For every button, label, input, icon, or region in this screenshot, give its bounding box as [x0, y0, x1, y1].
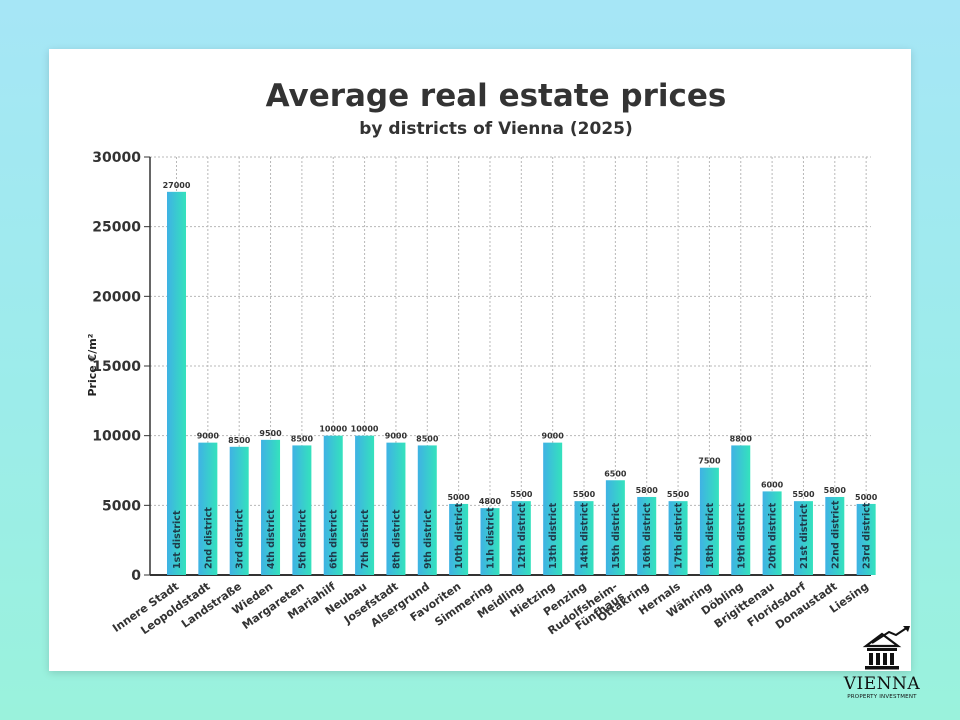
vienna-logo: VIENNA PROPERTY INVESTMENT [834, 624, 930, 704]
bar-value-label: 10000 [319, 425, 347, 434]
bar-value-label: 27000 [163, 181, 191, 190]
bar-district-label: 17th district [674, 502, 685, 569]
bar [417, 445, 437, 575]
bar-value-label: 4800 [479, 497, 502, 506]
bar [762, 491, 782, 575]
bar-district-label: 19th district [736, 502, 747, 569]
bar [574, 501, 594, 575]
bar [386, 442, 406, 575]
bar-value-label: 7500 [698, 457, 721, 466]
bar-value-label: 8500 [416, 434, 439, 443]
bar [637, 496, 657, 575]
bar [198, 442, 218, 575]
bar-district-label: 8th district [391, 509, 402, 569]
bar [825, 496, 845, 575]
bar-value-label: 6000 [761, 480, 784, 489]
bar [292, 445, 312, 575]
y-axis-label: Price €/m² [86, 333, 99, 396]
bar-value-label: 9000 [542, 432, 565, 441]
bar-district-label: 2nd district [203, 507, 214, 569]
bar-district-label: 10th district [454, 502, 465, 569]
bar [355, 435, 375, 575]
bar-district-label: 12th district [517, 502, 528, 569]
bar-value-label: 9500 [259, 429, 282, 438]
bar-district-label: 11h district [485, 507, 496, 569]
bar [605, 480, 625, 575]
bar-district-label: 7th district [360, 509, 371, 569]
bar-value-label: 8800 [730, 434, 753, 443]
bar-value-label: 6500 [604, 469, 627, 478]
bar [261, 439, 281, 575]
bar-value-label: 5500 [573, 490, 596, 499]
bar [480, 508, 500, 575]
bar [229, 446, 249, 575]
bar-district-label: 14th district [580, 502, 591, 569]
bar-value-label: 9000 [385, 432, 408, 441]
bar [323, 435, 343, 575]
brand-tagline: PROPERTY INVESTMENT [847, 694, 917, 700]
bar-district-label: 22nd district [830, 500, 841, 569]
bar [167, 191, 186, 576]
y-tick-label: 15000 [92, 359, 141, 375]
bar-district-label: 23rd district [862, 502, 873, 569]
bar-district-label: 3rd district [235, 509, 246, 569]
bar-district-label: 18th district [705, 502, 716, 569]
bar-value-label: 5500 [667, 490, 690, 499]
bar-value-label: 5800 [824, 486, 847, 495]
bar-district-label: 1st district [172, 510, 183, 569]
bar [449, 503, 469, 575]
bar [731, 445, 751, 575]
bar [793, 501, 813, 575]
y-tick-label: 10000 [92, 429, 141, 445]
bar-district-label: 21st district [799, 503, 810, 569]
y-tick-label: 25000 [92, 220, 141, 236]
bar-value-label: 5000 [447, 493, 470, 502]
y-tick-label: 5000 [102, 498, 141, 514]
y-tick-label: 20000 [92, 289, 141, 305]
bank-building-with-rising-arrow-icon [862, 626, 910, 670]
y-tick-label: 30000 [92, 150, 141, 166]
bar [856, 503, 876, 575]
bar-value-label: 8500 [291, 434, 314, 443]
bars [167, 191, 876, 576]
bar-district-label: 5th district [297, 509, 308, 569]
bar-value-label: 5500 [510, 490, 533, 499]
bar [699, 467, 719, 575]
bar-district-label: 6th district [329, 509, 340, 569]
bar-district-label: 15th district [611, 502, 622, 569]
bar-value-label: 5500 [792, 490, 815, 499]
bar-district-label: 20th district [768, 502, 779, 569]
bar-value-label: 9000 [197, 432, 220, 441]
bar-value-label: 10000 [351, 425, 379, 434]
bar-value-label: 8500 [228, 436, 251, 445]
chart-title: Average real estate prices [265, 78, 727, 114]
bar [543, 442, 563, 575]
bar-value-label: 5800 [636, 486, 659, 495]
y-tick-label: 0 [131, 568, 141, 584]
bar-district-label: 9th district [423, 509, 434, 569]
bar-district-label: 16th district [642, 502, 653, 569]
brand-name: VIENNA [843, 674, 921, 694]
chart-subtitle: by districts of Vienna (2025) [359, 119, 633, 139]
bar-value-label: 5000 [855, 493, 878, 502]
bar [668, 501, 688, 575]
bar [511, 501, 531, 575]
bar-district-label: 13th district [548, 502, 559, 569]
bar-district-label: 4th district [266, 509, 277, 569]
grid-lines [144, 156, 871, 576]
